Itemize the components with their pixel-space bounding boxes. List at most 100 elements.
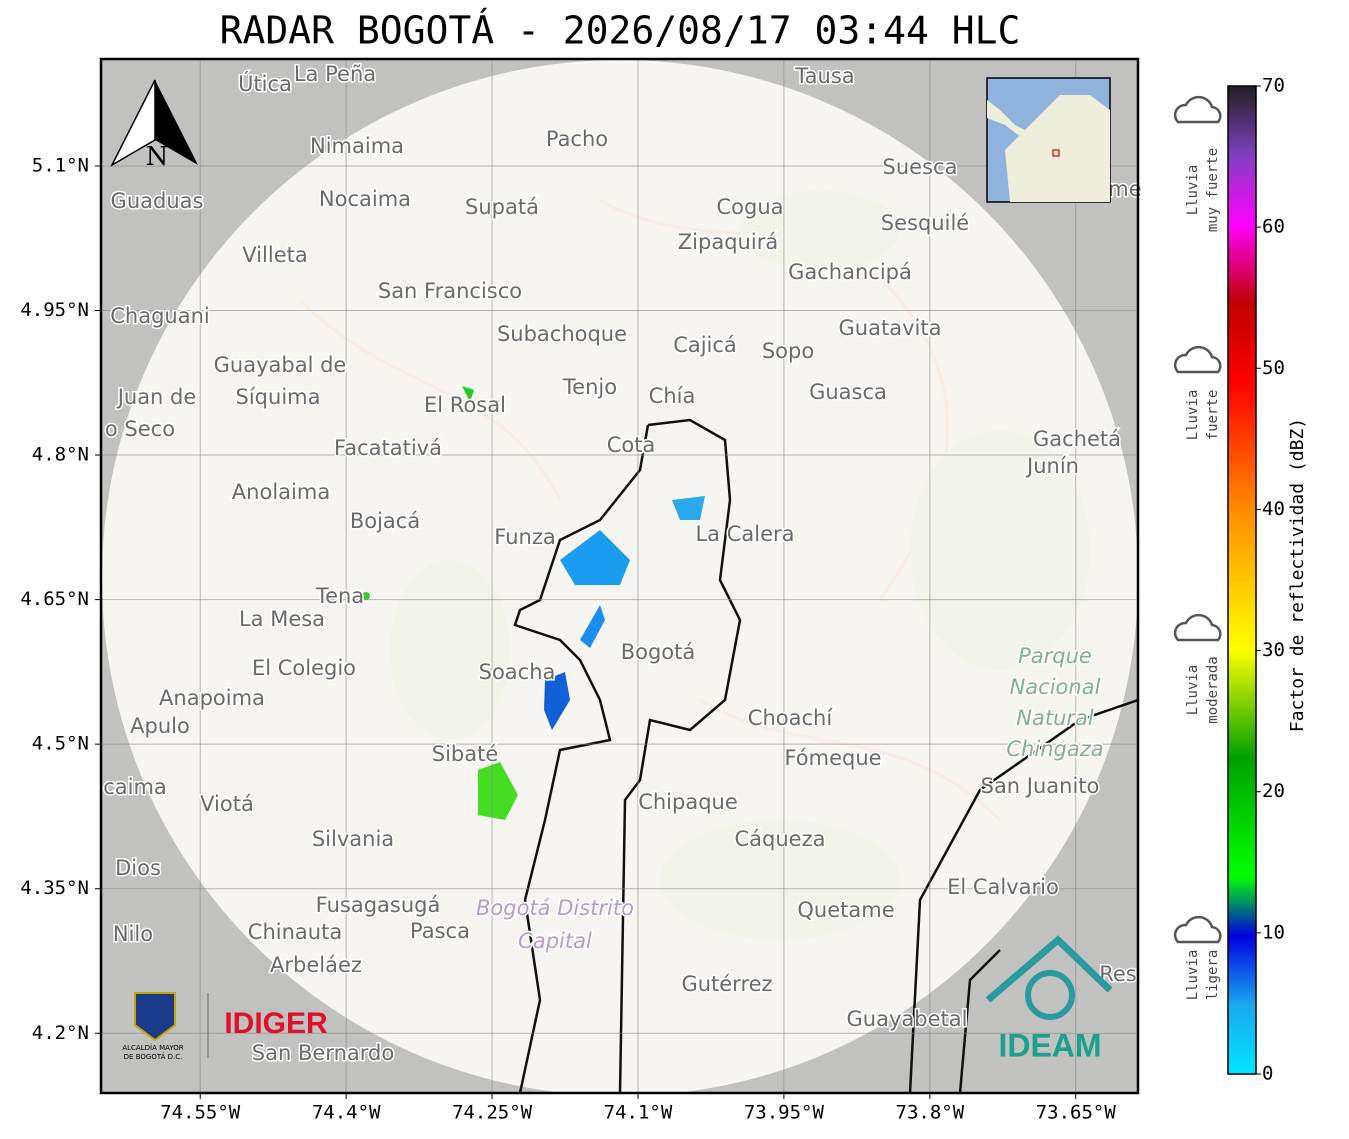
x-tick-label: 74.25°W (452, 1102, 533, 1124)
legend-label: muy fuerte (1205, 148, 1221, 232)
place-label: Junín (1025, 454, 1079, 478)
place-label: Arbeláez (270, 953, 362, 977)
place-label: Supatá (465, 195, 539, 219)
place-label: Tausa (794, 64, 854, 88)
park-label: Nacional (1010, 675, 1101, 699)
place-label: Tena (315, 584, 364, 608)
legend-label: moderada (1205, 656, 1221, 723)
alcaldia-line: ALCALDÍA MAYOR (122, 1043, 183, 1052)
y-tick-label: 4.35°N (20, 877, 89, 899)
place-label: Viotá (200, 792, 254, 816)
ideam-logo: IDEAM (998, 1027, 1101, 1063)
place-label: Cáqueza (735, 827, 826, 851)
place-label: La Mesa (239, 607, 325, 631)
place-label: Chinauta (248, 920, 342, 944)
colorbar-tick-label: 20 (1262, 780, 1285, 802)
x-tick-label: 73.65°W (1036, 1102, 1117, 1124)
legend-label: ligera (1205, 950, 1221, 1001)
place-label: Pasca (410, 919, 470, 943)
y-tick-label: 4.95°N (20, 299, 89, 321)
place-label: Guayabal de (214, 353, 347, 377)
y-tick-label: 4.65°N (20, 588, 89, 610)
inset-map (986, 77, 1111, 203)
place-label: Chía (649, 384, 696, 408)
place-label: Anolaima (232, 480, 330, 504)
x-tick-label: 74.4°W (312, 1102, 381, 1124)
place-label: Chaguani (110, 304, 210, 328)
place-label: Funza (494, 525, 555, 549)
x-tick-label: 74.1°W (604, 1102, 673, 1124)
weather-icon (1173, 95, 1222, 124)
graticule: 74.55°W 74.4°W 74.25°W 74.1°W 73.95°W 73.8°W 7… (20, 59, 1138, 1124)
place-label: Sesquilé (881, 211, 969, 235)
place-label: La Peña (294, 62, 376, 86)
place-label: me (1108, 177, 1141, 201)
district-label: Capital (518, 929, 592, 953)
place-label: Sopo (762, 339, 814, 363)
place-label: Apulo (130, 714, 190, 738)
place-label: Guaduas (111, 189, 204, 213)
colorbar-label: Factor de reflectividad (dBZ) (1287, 418, 1308, 732)
place-label: Silvania (312, 827, 394, 851)
place-label: Pacho (546, 127, 608, 151)
place-label: Gachancipá (788, 260, 912, 284)
park-label: Parque (1018, 644, 1092, 668)
place-label: Cogua (716, 195, 783, 219)
park-label: Natural (1016, 706, 1094, 730)
place-label: Nilo (113, 922, 153, 946)
place-label: Dios (115, 856, 161, 880)
x-tick-label: 74.55°W (160, 1102, 241, 1124)
place-label: Guayabetal (847, 1007, 968, 1031)
x-tick-label: 73.8°W (896, 1102, 965, 1124)
y-tick-label: 4.5°N (32, 733, 89, 755)
title: RADAR BOGOTÁ - 2026/08/17 03:44 HLC (220, 9, 1021, 53)
place-label: Choachí (748, 706, 834, 730)
place-label: Síquima (236, 385, 321, 409)
place-label: Útica (238, 71, 292, 96)
logos: ALCALDÍA MAYOR DE BOGOTÁ D.C. IDIGER IDE… (122, 935, 1113, 1063)
place-label: Nimaima (310, 134, 404, 158)
place-label: Sibaté (432, 742, 499, 766)
colorbar-tick-label: 10 (1262, 921, 1285, 943)
place-label: El Calvario (947, 875, 1059, 899)
legend-label: Lluvia (1185, 665, 1201, 716)
place-label: Chipaque (638, 790, 738, 814)
map-frame (99, 57, 1140, 1095)
colorbar-tick-label: 40 (1262, 498, 1285, 520)
place-label: Tenjo (562, 375, 617, 399)
place-label: San Juanito (981, 774, 1100, 798)
weather-icon (1173, 613, 1222, 642)
idiger-logo: IDIGER (224, 1007, 328, 1040)
colorbar-axis: 0 10 20 30 40 50 60 70 (1256, 75, 1285, 1085)
district-label: Bogotá Distrito (476, 896, 634, 920)
place-label: Cota (607, 433, 656, 457)
colorbar-tick-label: 50 (1262, 357, 1285, 379)
place-label: Soacha (479, 660, 556, 684)
legend-label: Lluvia (1185, 165, 1201, 216)
place-label: Nocaima (319, 187, 411, 211)
place-label: Guasca (809, 380, 887, 404)
colorbar (1227, 85, 1257, 1075)
place-label: Suesca (883, 155, 958, 179)
place-label: San Bernardo (252, 1041, 394, 1065)
park-label: Chingaza (1006, 737, 1103, 761)
place-label: Villeta (242, 243, 307, 267)
department-border (908, 698, 1138, 1093)
place-label: Gutérrez (681, 972, 772, 996)
place-label: Bojacá (350, 509, 420, 533)
north-label: N (146, 142, 169, 172)
place-label: Fusagasugá (316, 893, 441, 917)
place-label: Anapoima (159, 686, 265, 710)
weather-icon (1173, 915, 1222, 944)
legend-label: Lluvia (1185, 950, 1201, 1001)
map (101, 59, 1138, 1093)
weather-icon (1173, 345, 1222, 374)
place-label: El Rosal (424, 393, 506, 417)
place-label: Fómeque (784, 746, 881, 770)
colorbar-tick-label: 60 (1262, 216, 1285, 238)
colorbar-tick-label: 70 (1262, 75, 1285, 97)
place-label: Gachetá (1033, 427, 1121, 451)
alcaldia-line: DE BOGOTÁ D.C. (124, 1052, 183, 1061)
